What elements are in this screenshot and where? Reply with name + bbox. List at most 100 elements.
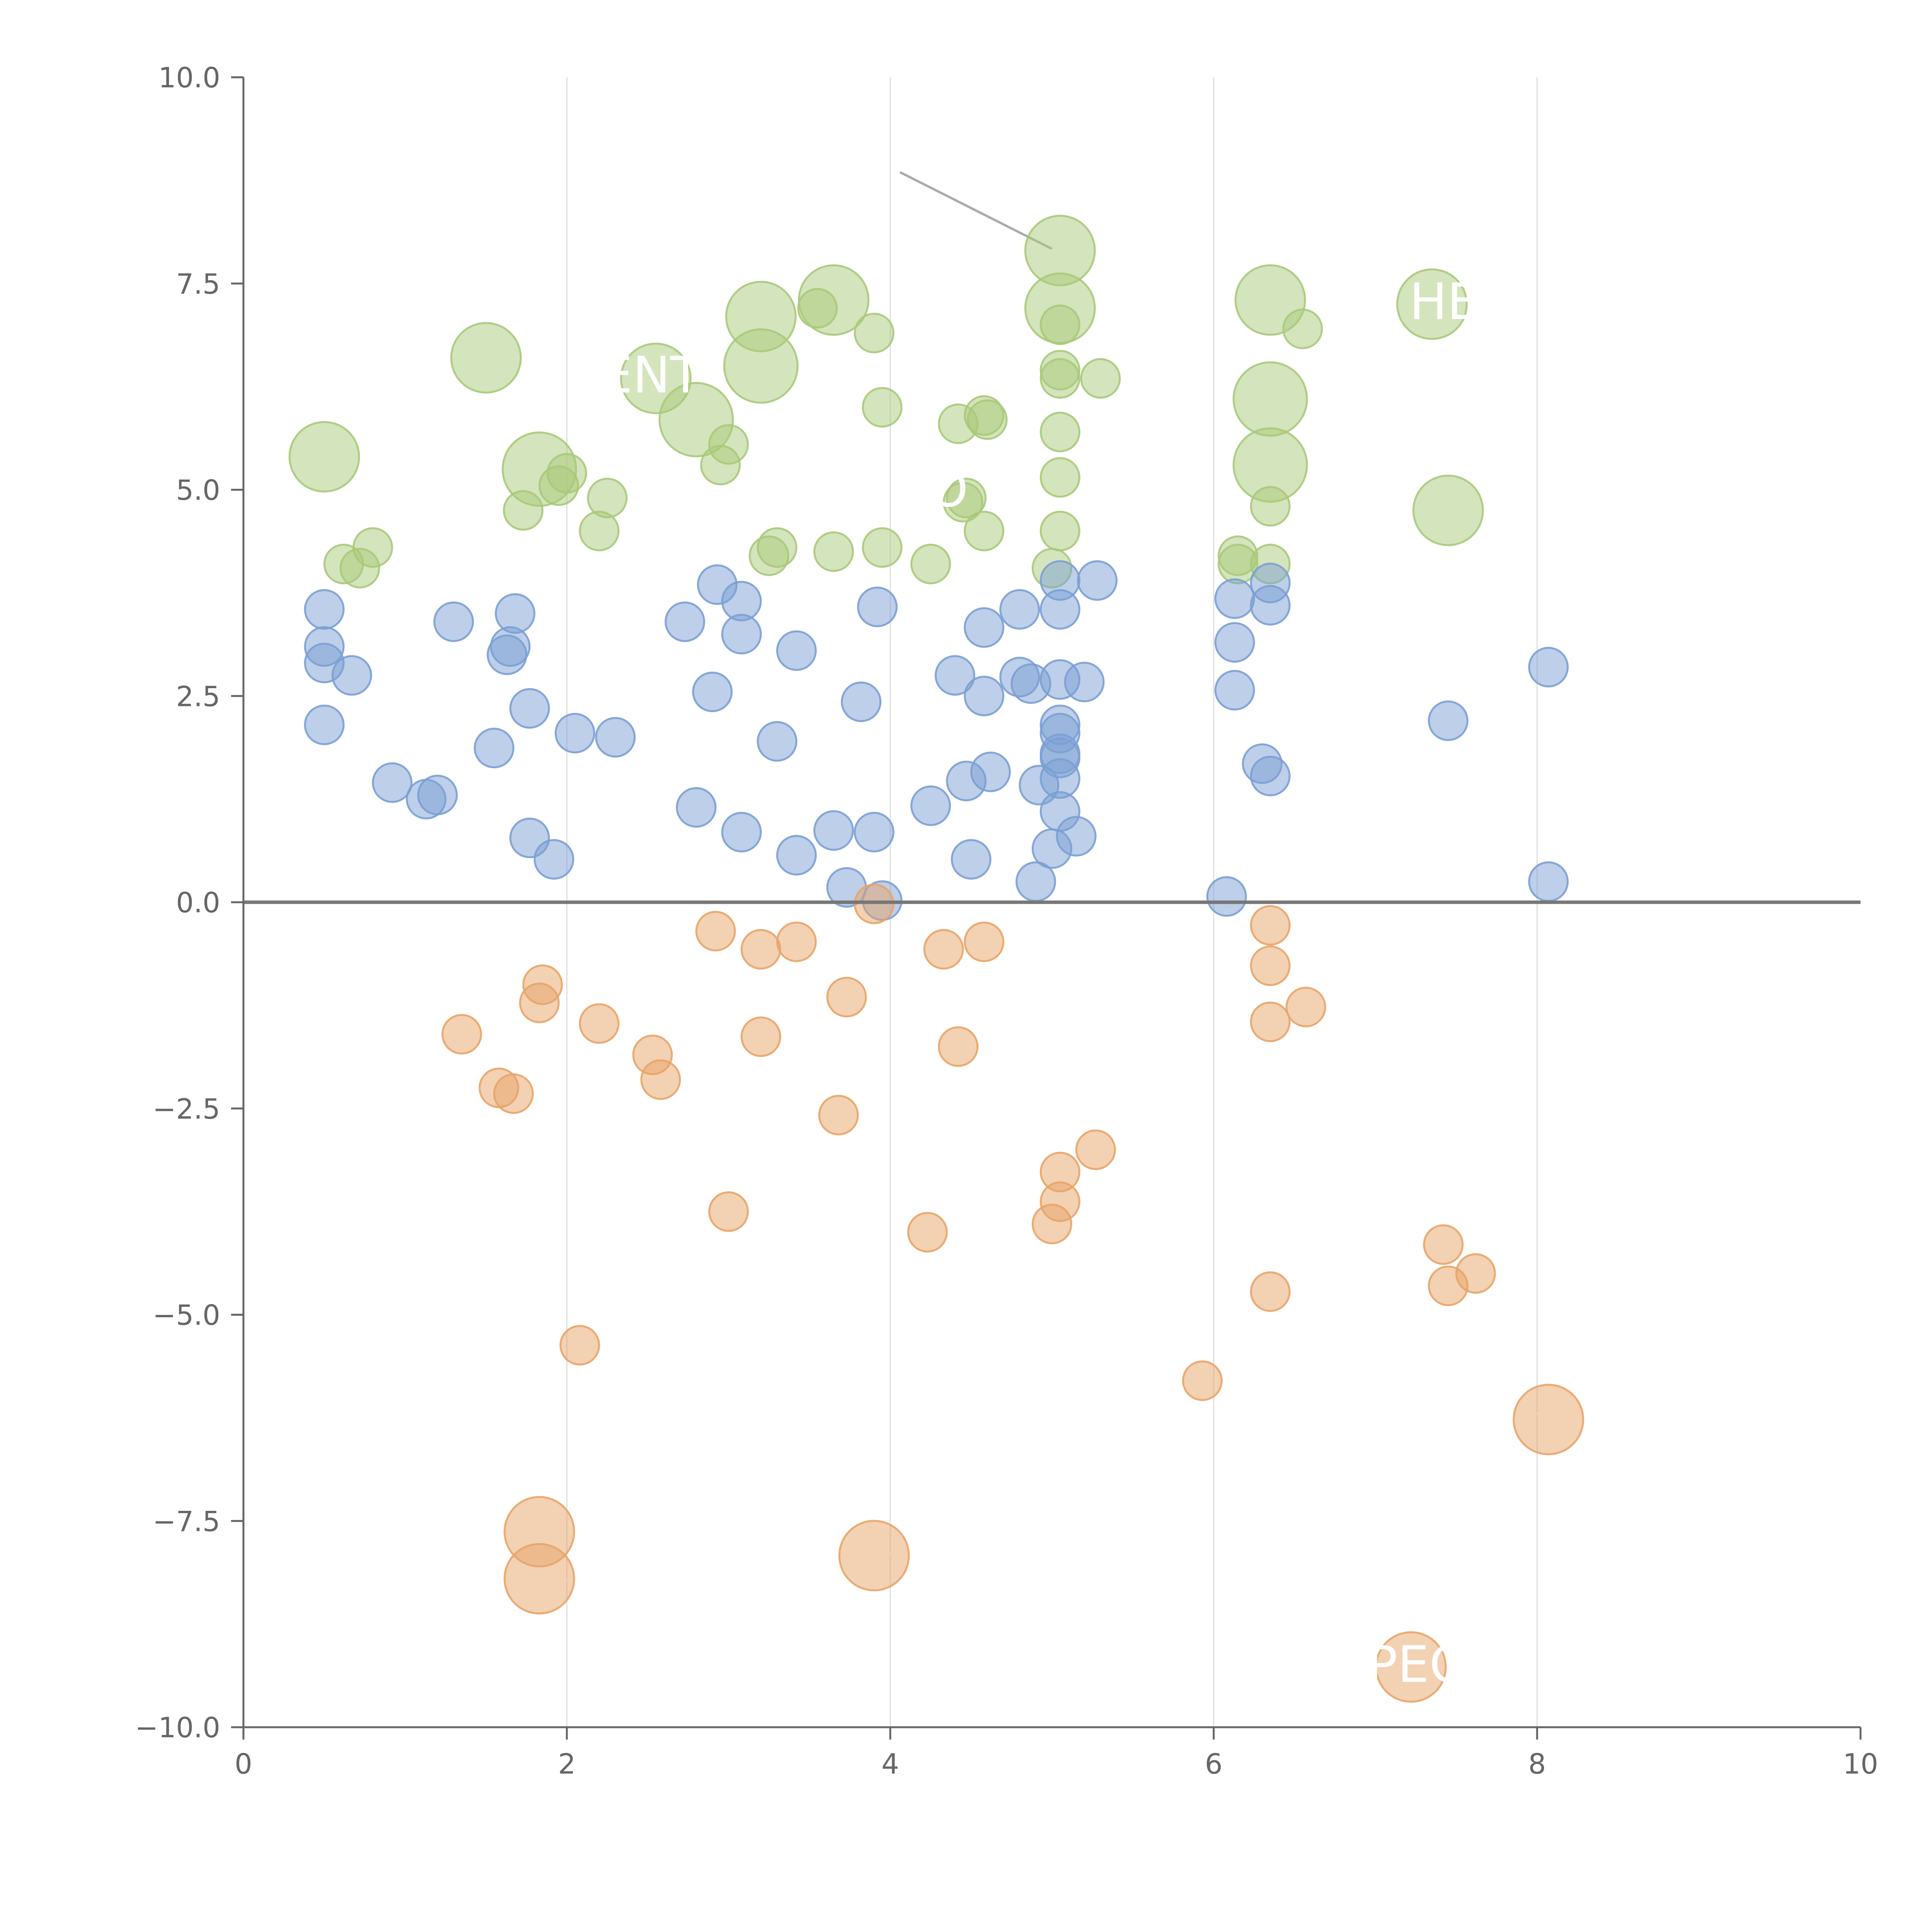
y-tick-label: 0.0: [176, 886, 220, 919]
blue-bubble: [1250, 755, 1291, 796]
orange-bubble: [1250, 1002, 1291, 1043]
blue-bubble: [665, 601, 706, 642]
green-bubble: [862, 527, 903, 568]
blue-bubble: [1077, 560, 1118, 601]
x-tick-label: 0: [235, 1748, 252, 1780]
blue-bubble: [554, 713, 595, 753]
blue-bubble: [1214, 670, 1255, 711]
blue-bubble: [1214, 578, 1255, 619]
y-tick-label: 2.5: [176, 680, 220, 713]
orange-bubble: [1250, 905, 1291, 946]
orange-bubble: [1182, 1360, 1223, 1401]
green-bubble: [708, 424, 749, 465]
orange-bubble: [708, 1191, 749, 1232]
orange-bubble: [1375, 1631, 1447, 1703]
green-bubble: [450, 322, 522, 394]
orange-bubble: [1286, 986, 1327, 1027]
green-bubble: [546, 453, 587, 494]
green-bubble: [854, 313, 895, 354]
blue-bubble: [595, 717, 636, 758]
blue-bubble: [474, 728, 515, 769]
blue-bubble: [1528, 861, 1569, 902]
green-bubble: [352, 527, 393, 568]
y-tick-label: 7.5: [176, 268, 220, 300]
blue-bubble: [1206, 876, 1247, 917]
orange-bubble: [1455, 1253, 1496, 1294]
orange-bubble: [740, 929, 781, 970]
x-tick-label: 6: [1205, 1748, 1223, 1780]
orange-bubble: [640, 1059, 681, 1100]
x-tick-label: 2: [558, 1748, 576, 1780]
x-tick-label: 10: [1843, 1748, 1878, 1780]
blue-bubble: [910, 785, 951, 826]
green-bubble: [946, 478, 987, 519]
blue-bubble: [417, 774, 458, 815]
green-bubble: [587, 478, 628, 519]
orange-bubble: [503, 1543, 575, 1615]
orange-bubble: [1250, 1271, 1291, 1312]
annotation-labels: ENT HET PEC O: [601, 272, 1510, 1694]
y-tick-label: −7.5: [153, 1505, 220, 1537]
blue-bubble: [721, 581, 762, 622]
blue-bubble: [1056, 816, 1097, 857]
orange-bubble: [1075, 1129, 1116, 1170]
blue-bubble: [999, 589, 1040, 630]
annotation-leaders: [327, 171, 1549, 1584]
blue-bubble: [304, 589, 345, 630]
orange-bubble: [493, 1073, 534, 1114]
y-tick-label: 10.0: [158, 61, 220, 94]
green-bubble: [797, 288, 838, 329]
green-bubble: [862, 387, 903, 428]
blue-bubble: [857, 587, 898, 628]
blue-bubble: [776, 630, 817, 671]
annotation-label: HET: [1409, 272, 1510, 331]
orange-bubble: [1423, 1224, 1464, 1265]
green-bubble: [1282, 308, 1323, 349]
blue-bubble: [1214, 622, 1255, 663]
axes: 10.0 7.5 5.0 2.5 0.0 −2.5 −5.0 −7.5 −10.0 0 2 4 6 8 10: [135, 61, 1878, 1780]
blue-bubble: [509, 688, 550, 729]
green-bubble: [1250, 486, 1291, 527]
y-tick-label: 5.0: [176, 474, 220, 507]
green-bubble: [503, 490, 544, 531]
orange-bubble: [1250, 945, 1291, 986]
blue-bubble: [934, 655, 975, 696]
green-bubble: [757, 527, 798, 568]
blue-bubble: [534, 839, 575, 880]
gray-leader-line: [899, 171, 1053, 250]
blue-bubble: [692, 672, 733, 713]
green-bubble: [910, 544, 951, 585]
orange-bubble: [559, 1325, 600, 1366]
blue-bubble: [433, 601, 474, 642]
orange-bubble: [695, 911, 736, 952]
orange-bubble: [826, 977, 867, 1018]
orange-bubble: [1512, 1384, 1584, 1456]
orange-bubble: [522, 964, 563, 1005]
blue-bubble: [495, 593, 536, 634]
blue-bubble: [854, 812, 895, 853]
x-tick-label: 4: [881, 1748, 899, 1780]
green-bubble: [1039, 457, 1080, 498]
green-bubble: [967, 399, 1008, 440]
orange-bubble: [964, 921, 1005, 962]
blue-bubble: [1528, 647, 1569, 688]
blue-bubble: [721, 812, 762, 853]
orange-bubble: [441, 1014, 482, 1055]
orange-bubble: [1039, 1181, 1080, 1222]
y-tick-label: −10.0: [135, 1711, 220, 1744]
blue-bubble: [813, 810, 854, 851]
blue-bubble: [757, 721, 798, 762]
blue-bubble: [1250, 563, 1291, 604]
blue-bubble: [304, 704, 345, 745]
blue-bubble: [970, 752, 1011, 793]
green-bubble: [1039, 510, 1080, 551]
blue-bubble: [964, 607, 1005, 648]
blue-bubble: [951, 839, 992, 880]
y-tick-label: −2.5: [153, 1093, 220, 1125]
blue-bubble: [841, 681, 882, 722]
orange-bubble: [818, 1095, 859, 1136]
blue-bubble: [1064, 662, 1105, 702]
green-bubble: [1396, 268, 1468, 340]
orange-bubble: [938, 1026, 979, 1067]
